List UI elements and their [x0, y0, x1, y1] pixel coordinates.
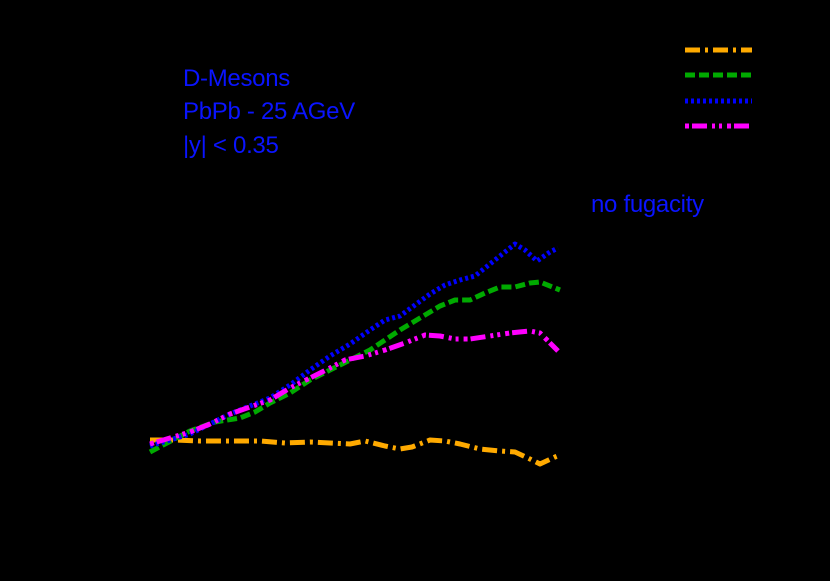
series-line-0	[150, 437, 561, 467]
series-line-2	[149, 241, 560, 449]
chart-legend	[685, 47, 752, 129]
annotation-collision-system: PbPb - 25 AGeV	[183, 98, 355, 125]
chart-series-group	[148, 241, 561, 467]
series-line-3	[149, 328, 560, 447]
series-line-1	[148, 279, 561, 455]
annotation-fugacity-note: no fugacity	[591, 191, 704, 218]
annotation-rapidity-cut: |y| < 0.35	[183, 132, 279, 159]
annotation-particle-type: D-Mesons	[183, 65, 290, 92]
